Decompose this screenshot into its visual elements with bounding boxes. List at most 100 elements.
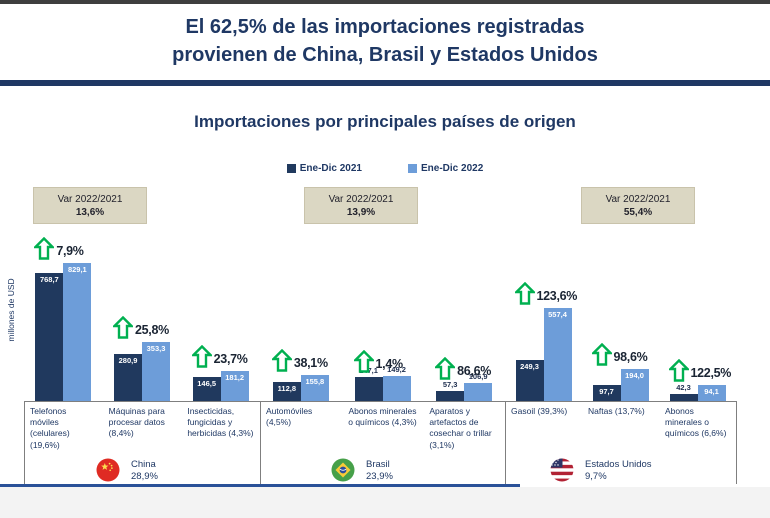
bar-value-label: 249,3 bbox=[520, 362, 539, 371]
delta-label: 7,9% bbox=[56, 244, 84, 258]
china-flag-icon bbox=[96, 458, 120, 482]
var-box-title: Var 2022/2021 bbox=[328, 193, 394, 205]
var-box: Var 2022/2021 13,6% bbox=[33, 187, 147, 224]
column-divider bbox=[505, 401, 506, 484]
bottom-accent-line bbox=[0, 484, 520, 487]
delta-label: 1,4% bbox=[375, 357, 404, 371]
var-box-value: 55,4% bbox=[623, 206, 653, 218]
delta-label: 86,6% bbox=[457, 364, 492, 378]
bar-2021 bbox=[192, 377, 221, 401]
bar-2021 bbox=[669, 394, 698, 401]
bar-value-label: 149,2 bbox=[387, 365, 406, 374]
bar-2021 bbox=[436, 391, 465, 401]
delta-label: 123,6% bbox=[536, 289, 578, 303]
delta-annotation: 38,1% bbox=[271, 349, 328, 372]
bar-2022 bbox=[464, 383, 493, 401]
var-box-title: Var 2022/2021 bbox=[605, 193, 671, 205]
category-label: Abonos minerales o químicos (6,6%) bbox=[665, 406, 727, 439]
legend-label-2021: Ene-Dic 2021 bbox=[299, 163, 362, 174]
chart-title: Importaciones por principales países de … bbox=[194, 112, 576, 131]
bar-value-label: 112,8 bbox=[277, 384, 296, 393]
category-label: Aparatos y artefactos de cosechar o tril… bbox=[429, 406, 492, 450]
bar-value-label: 181,2 bbox=[225, 373, 245, 382]
header-divider bbox=[0, 80, 770, 86]
bar-2022 bbox=[543, 308, 572, 401]
country-name: Brasil bbox=[366, 459, 390, 470]
delta-annotation: 98,6% bbox=[591, 343, 648, 366]
legend-item-2021: Ene-Dic 2021 bbox=[286, 163, 362, 174]
delta-label: 23,7% bbox=[213, 352, 248, 366]
category-label: Gasoil (39,3%) bbox=[511, 406, 568, 416]
country-share: 23,9% bbox=[366, 470, 393, 482]
delta-annotation: 1,4% bbox=[353, 350, 404, 373]
up-arrow-icon bbox=[435, 357, 456, 380]
bar-2022 bbox=[142, 342, 170, 401]
column-divider bbox=[736, 401, 737, 484]
delta-label: 122,5% bbox=[690, 366, 732, 380]
country-share: 9,7% bbox=[585, 470, 607, 482]
var-box-title: Var 2022/2021 bbox=[57, 193, 123, 205]
bar-value-label: 194,0 bbox=[625, 371, 644, 380]
category-label: Naftas (13,7%) bbox=[588, 406, 645, 416]
bar-value-label: 42,3 bbox=[676, 383, 691, 392]
delta-label: 38,1% bbox=[293, 356, 328, 370]
category-label: Abonos minerales o químicos (4,3%) bbox=[348, 406, 417, 428]
window-top-edge bbox=[0, 0, 770, 4]
legend-swatch-2022 bbox=[408, 164, 417, 173]
bar-2021 bbox=[515, 360, 544, 401]
country-flag bbox=[550, 458, 574, 482]
var-box-value: 13,6% bbox=[75, 206, 105, 218]
up-arrow-icon bbox=[113, 316, 133, 339]
up-arrow-icon bbox=[353, 350, 374, 373]
bar-2021 bbox=[114, 354, 142, 401]
country-label: Estados Unidos 9,7% bbox=[585, 459, 652, 482]
axis-baseline bbox=[24, 401, 736, 402]
bar-value-label: 155,8 bbox=[305, 377, 325, 386]
delta-annotation: 7,9% bbox=[34, 237, 84, 260]
category-label: Insecticidas, fungicidas y herbicidas (4… bbox=[187, 406, 254, 439]
up-arrow-icon bbox=[271, 349, 292, 372]
up-arrow-icon bbox=[191, 345, 212, 368]
delta-annotation: 86,6% bbox=[435, 357, 491, 380]
delta-annotation: 122,5% bbox=[668, 359, 732, 382]
up-arrow-icon bbox=[514, 282, 535, 305]
column-divider bbox=[24, 401, 25, 484]
country-share: 28,9% bbox=[131, 470, 158, 482]
bar-2021 bbox=[592, 385, 621, 401]
country-flag bbox=[331, 458, 355, 482]
bar-value-label: 557,4 bbox=[548, 310, 567, 319]
country-flag bbox=[96, 458, 120, 482]
legend-label-2022: Ene-Dic 2022 bbox=[421, 163, 484, 174]
country-label: Brasil 23,9% bbox=[366, 459, 393, 482]
country-name: Estados Unidos bbox=[585, 459, 652, 470]
bar-2021 bbox=[35, 273, 64, 401]
headline: El 62,5% de las importaciones registrada… bbox=[0, 13, 770, 69]
usa-flag-icon bbox=[550, 458, 574, 482]
legend-item-2022: Ene-Dic 2022 bbox=[408, 163, 483, 174]
delta-annotation: 123,6% bbox=[514, 282, 578, 305]
bar-2022 bbox=[220, 371, 249, 401]
headline-line1: El 62,5% de las importaciones registrada… bbox=[185, 16, 585, 38]
bar-2022 bbox=[697, 385, 726, 401]
country-label: China 28,9% bbox=[131, 459, 158, 482]
var-box-value: 13,9% bbox=[346, 206, 376, 218]
bar-2022 bbox=[63, 263, 92, 401]
category-label: Automóviles (4,5%) bbox=[266, 406, 313, 428]
delta-label: 25,8% bbox=[135, 323, 169, 337]
var-box: Var 2022/2021 13,9% bbox=[304, 187, 418, 224]
bar-value-label: 94,1 bbox=[704, 387, 719, 396]
delta-annotation: 25,8% bbox=[113, 316, 169, 339]
bar-value-label: 146,5 bbox=[197, 379, 217, 388]
category-label: Telefonos móviles (celulares) (19,6%) bbox=[30, 406, 70, 450]
bar-value-label: 57,3 bbox=[442, 380, 458, 389]
bar-value-label: 353,3 bbox=[146, 344, 166, 353]
legend-swatch-2021 bbox=[286, 164, 296, 173]
country-name: China bbox=[131, 459, 156, 470]
bar-value-label: 280,9 bbox=[118, 356, 138, 365]
up-arrow-icon bbox=[668, 359, 689, 382]
footer-strip bbox=[0, 487, 770, 518]
delta-label: 98,6% bbox=[613, 350, 648, 364]
headline-line2: provienen de China, Brasil y Estados Uni… bbox=[172, 44, 598, 66]
